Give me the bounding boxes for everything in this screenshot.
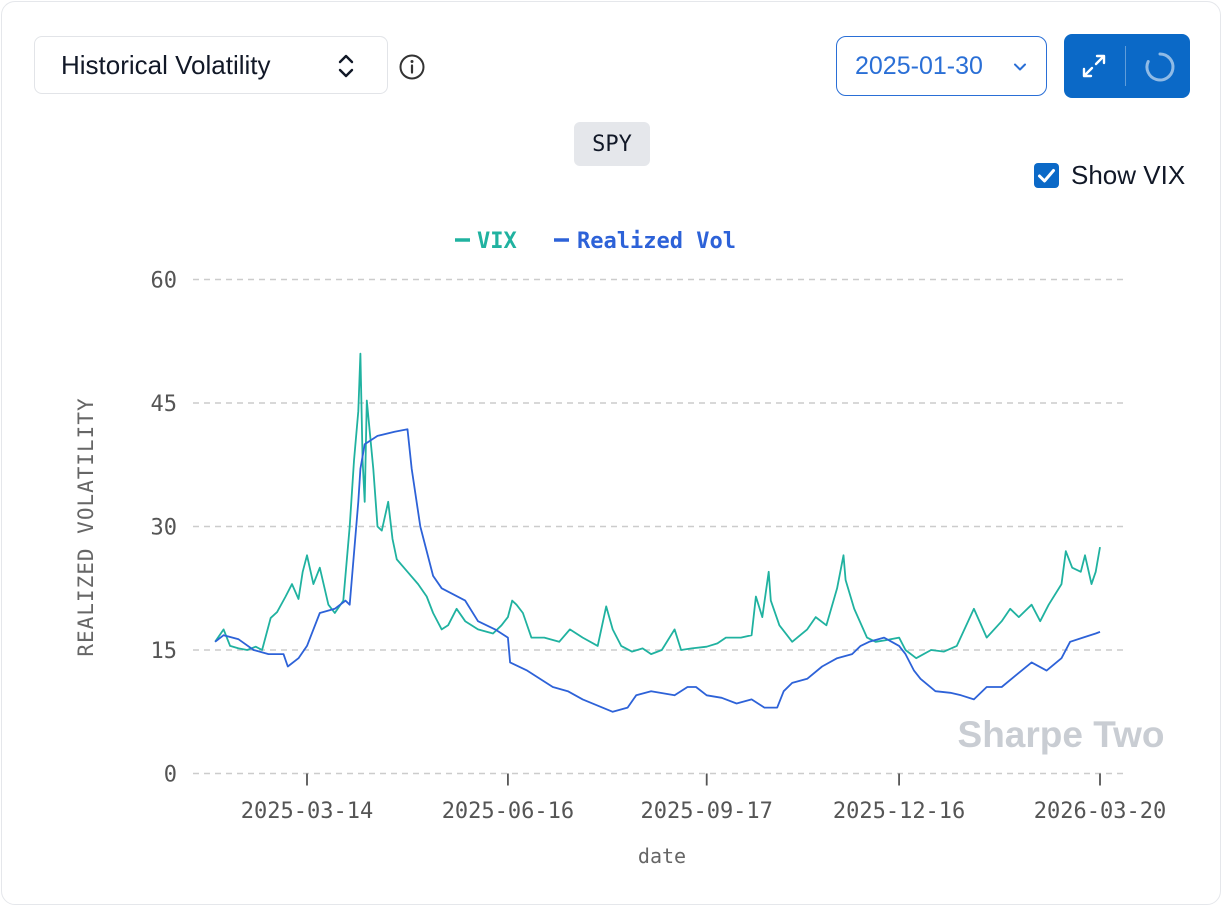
series-line-realized-vol xyxy=(214,428,1101,713)
expand-button[interactable] xyxy=(1064,34,1125,98)
gridlines xyxy=(193,278,1124,651)
y-tick-label: 60 xyxy=(151,269,178,294)
checkmark-icon xyxy=(1038,168,1055,182)
chart-actions xyxy=(1064,34,1190,98)
info-icon[interactable] xyxy=(398,53,426,81)
x-axis-title: date xyxy=(638,844,686,868)
chevron-up-down-icon xyxy=(338,54,354,78)
y-tick-label: 30 xyxy=(151,516,178,541)
legend-label-realized: Realized Vol xyxy=(577,229,736,254)
chevron-down-icon xyxy=(1014,63,1026,71)
legend: VIX Realized Vol xyxy=(455,229,736,254)
series-line-vix xyxy=(214,352,1101,660)
show-vix-checkbox[interactable] xyxy=(1034,162,1059,188)
y-tick-label: 0 xyxy=(164,763,177,788)
refresh-button[interactable] xyxy=(1126,34,1190,98)
y-axis-title: REALIZED VOLATILITY xyxy=(74,397,98,656)
spinner-icon xyxy=(1145,52,1175,82)
x-axis-ticks: 2025-03-14 2025-06-16 2025-09-17 2025-12-16… xyxy=(241,773,1166,824)
y-tick-label: 15 xyxy=(151,639,178,664)
ticker-chip[interactable]: SPY xyxy=(574,122,650,166)
watermark: Sharpe Two xyxy=(958,714,1165,755)
show-vix-toggle[interactable]: Show VIX xyxy=(1034,160,1185,190)
expand-arrows-icon xyxy=(1082,54,1106,78)
start-date-dropdown[interactable]: 2025-01-30 xyxy=(836,36,1047,96)
x-tick-label: 2025-09-17 xyxy=(640,799,772,824)
show-vix-label: Show VIX xyxy=(1071,159,1186,190)
metric-select[interactable]: Historical Volatility xyxy=(34,36,388,94)
x-tick-label: 2025-06-16 xyxy=(442,799,574,824)
start-date-label: 2025-01-30 xyxy=(855,51,983,80)
x-tick-label: 2025-03-14 xyxy=(241,799,373,824)
legend-label-vix: VIX xyxy=(477,229,517,254)
y-axis-ticks: 0 15 30 45 60 xyxy=(151,269,178,788)
button-divider xyxy=(1125,46,1126,86)
x-tick-label: 2026-03-20 xyxy=(1034,799,1166,824)
x-tick-label: 2025-12-16 xyxy=(833,799,965,824)
metric-select-label: Historical Volatility xyxy=(61,49,271,80)
y-tick-label: 45 xyxy=(151,392,178,417)
